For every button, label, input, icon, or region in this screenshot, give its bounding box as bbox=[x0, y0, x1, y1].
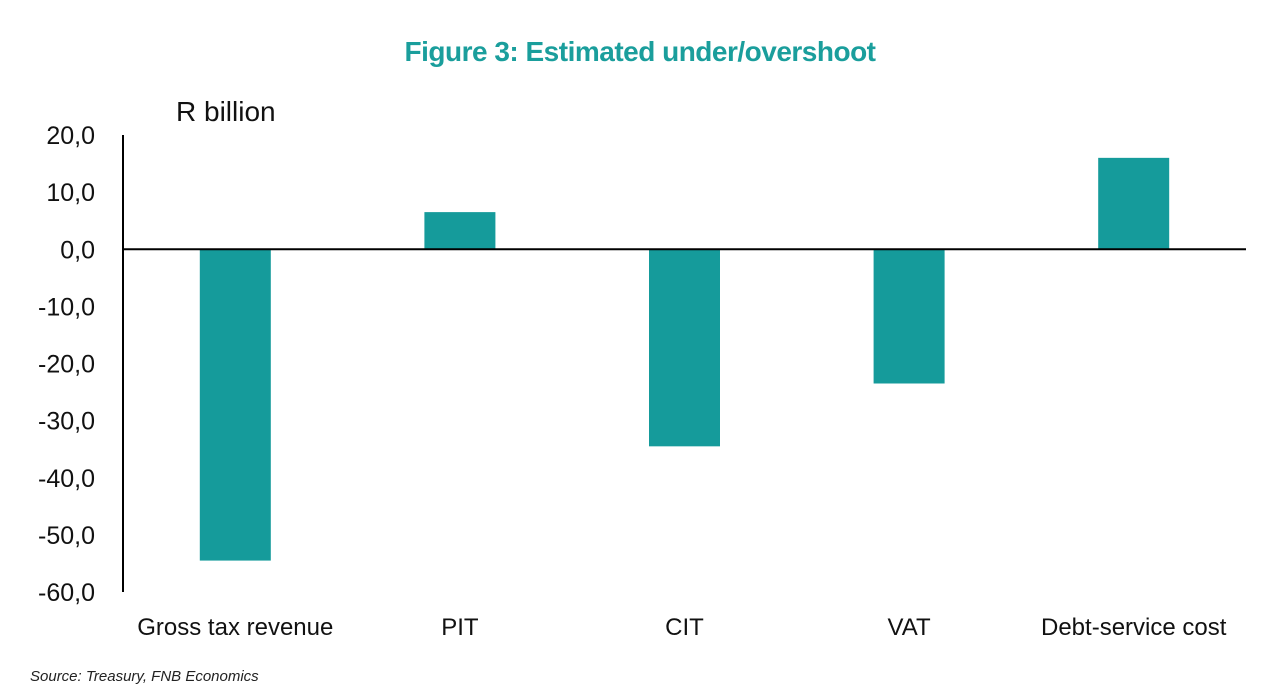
category-label: CIT bbox=[665, 614, 704, 641]
y-tick-label: 10,0 bbox=[46, 179, 95, 207]
category-label: VAT bbox=[888, 614, 931, 641]
chart-title: Figure 3: Estimated under/overshoot bbox=[404, 36, 876, 67]
y-tick-label: -50,0 bbox=[38, 522, 95, 550]
bar bbox=[199, 249, 271, 561]
y-axis-ticks: 20,0 10,0 0,0 -10,0 -20,0 -30,0 -40,0 -50,0 -60,… bbox=[38, 122, 95, 607]
source-note: Source: Treasury, FNB Economics bbox=[30, 668, 259, 685]
category-label: Gross tax revenue bbox=[137, 614, 333, 641]
y-tick-label: -40,0 bbox=[38, 465, 95, 493]
bar bbox=[873, 249, 945, 384]
y-tick-label: 0,0 bbox=[60, 236, 95, 264]
y-tick-label: -60,0 bbox=[38, 579, 95, 607]
y-tick-label: -10,0 bbox=[38, 293, 95, 321]
category-label: PIT bbox=[441, 614, 479, 641]
y-tick-label: -20,0 bbox=[38, 351, 95, 379]
y-tick-label: -30,0 bbox=[38, 408, 95, 436]
category-labels: Gross tax revenue PIT CIT VAT Debt-service c… bbox=[137, 614, 1226, 641]
category-label: Debt-service cost bbox=[1041, 614, 1227, 641]
y-axis-unit-label: R billion bbox=[176, 96, 276, 127]
bar bbox=[1098, 157, 1170, 250]
bar bbox=[649, 249, 720, 447]
bars bbox=[199, 157, 1170, 561]
y-tick-label: 20,0 bbox=[46, 122, 95, 150]
bar bbox=[424, 212, 496, 250]
